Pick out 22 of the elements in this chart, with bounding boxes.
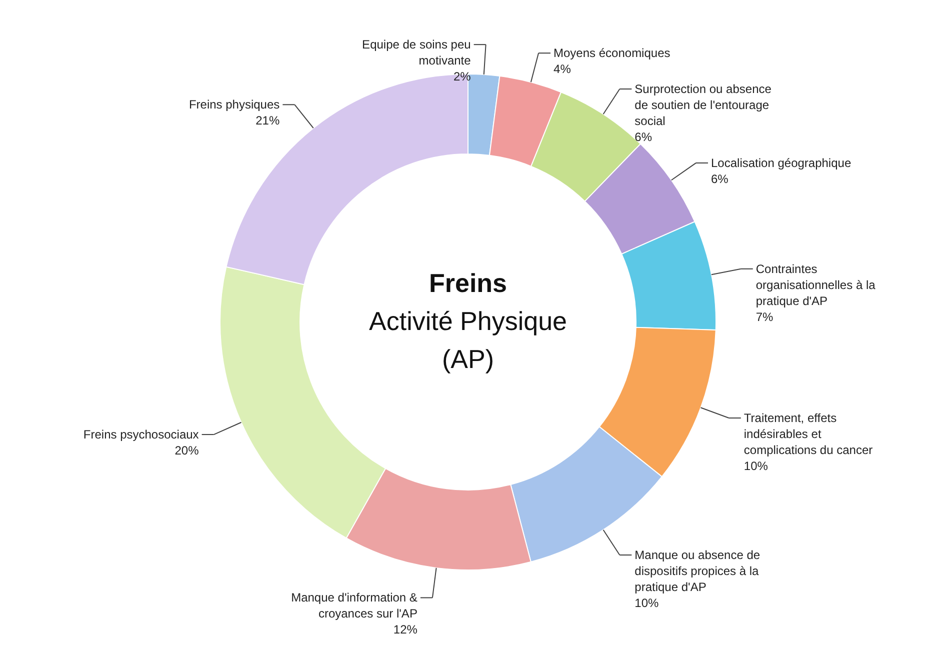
slice-label: Contraintes organisationnelles à la pratique d'AP [756,262,876,308]
data-label: 12% [393,622,418,637]
slice-label: Manque d'information & croyances sur l'AP [291,590,418,621]
slice-label: Manque ou absence de dispositifs propices à la pratique d'AP [634,548,760,594]
text: Activité Physique (AP) [369,306,567,374]
slice-label: Freins physiques [188,98,280,112]
slice-label: Traitement, effets indésirables et complications du cancer [744,411,873,458]
data-label: 10% [744,459,768,474]
data-label: 6% [634,130,652,144]
slice-label: Freins psychosociaux [83,428,199,442]
data-label: 10% [634,596,660,610]
slice-label: Equipe de soins peu motivante [362,38,472,68]
slice-label: Surprotection ou absence de soutien de l'entourage social [634,82,772,128]
data-label: 7% [756,310,774,324]
data-label: 21% [256,114,280,128]
data-label: 2% [453,70,472,84]
text: Freins [428,268,508,298]
slice-label: Moyens économiques [554,46,670,60]
data-label: 6% [711,172,729,186]
data-label: 20% [174,444,200,458]
slice-label: Localisation géographique [711,156,852,170]
data-label: 4% [554,62,572,76]
